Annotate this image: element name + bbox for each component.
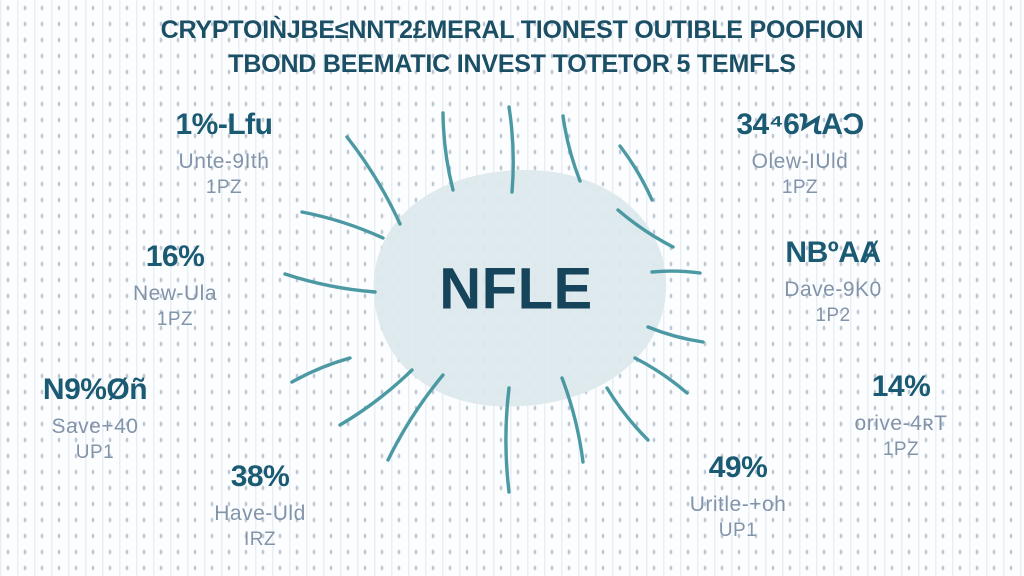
label-name: Unte-9Ith (178, 150, 270, 173)
label-value: 34⁴6ϞAƆ (736, 108, 864, 141)
label-value: 1%-Lfu (175, 108, 274, 141)
label-group-left: 16% New-Ula 1PZ (133, 241, 217, 332)
label-name: Have-Uld (214, 502, 306, 525)
label-value: 14% (871, 370, 931, 403)
ray-line (441, 111, 455, 192)
label-value: 38% (230, 460, 290, 493)
label-group-bottom-left: 38% Have-Uld IRZ (214, 461, 306, 552)
title-block: CRYPTOIǸJBE≤NNT2£MERAL TIONEST OUTIBLE P… (0, 13, 1024, 81)
ray-line (338, 368, 414, 427)
label-value: NBºAȺ (785, 236, 881, 269)
title-line-1: CRYPTOIǸJBE≤NNT2£MERAL TIONEST OUTIBLE P… (160, 16, 864, 44)
ray-line (616, 208, 675, 249)
label-code: 1PZ (205, 177, 243, 198)
ray-line (650, 269, 702, 275)
ray-line (283, 272, 377, 294)
label-group-bottom-far-left: N9%Øñ Save+40 UP1 (42, 373, 148, 465)
label-group-top-left: 1%-Lfu Unte-9Ith 1PZ (175, 108, 274, 200)
title-line-2: TBOND BEEMATIC INVEST TOTETOR 5 TEMFLS (228, 50, 796, 78)
ray-line (504, 386, 511, 494)
ray-line (290, 356, 352, 384)
ray-line (345, 135, 402, 226)
label-code: 1PZ (781, 177, 819, 198)
ray-line (633, 356, 689, 395)
center-blob (373, 170, 667, 407)
rays-layer (283, 105, 705, 494)
ray-line (561, 114, 582, 183)
label-group-bottom-right: 49% Uritle-+oh UP1 (690, 452, 787, 543)
center-label: NFLE (439, 256, 593, 322)
label-name: orive-4ʀT (854, 412, 948, 435)
label-group-far-right: 14% orive-4ʀT 1PZ (855, 371, 948, 462)
ray-line (300, 210, 385, 240)
label-group-right: NBºAȺ Dave-9K0 1P2 (784, 237, 881, 328)
ray-line (386, 373, 445, 462)
label-code: IRZ (243, 529, 277, 550)
label-code: 1P2 (815, 305, 851, 326)
label-name: Olew-IUld (751, 150, 849, 173)
label-code: UP1 (75, 442, 115, 463)
label-name: Uritle-+oh (689, 493, 787, 516)
label-group-top-right: 34⁴6ϞAƆ Olew-IUld 1PZ (736, 108, 864, 200)
ray-line (507, 105, 515, 194)
label-value: N9%Øñ (42, 373, 148, 406)
label-name: New-Ula (132, 282, 218, 305)
label-code: 1PZ (156, 309, 194, 330)
ray-line (646, 325, 705, 344)
label-value: 16% (145, 240, 205, 273)
label-name: Save+40 (51, 415, 139, 438)
ray-line (560, 376, 585, 464)
ray-line (618, 144, 654, 202)
label-code: 1PZ (882, 439, 920, 460)
label-name: Dave-9K0 (784, 278, 882, 301)
label-code: UP1 (718, 520, 758, 541)
ray-line (605, 386, 650, 442)
label-value: 49% (708, 451, 768, 484)
